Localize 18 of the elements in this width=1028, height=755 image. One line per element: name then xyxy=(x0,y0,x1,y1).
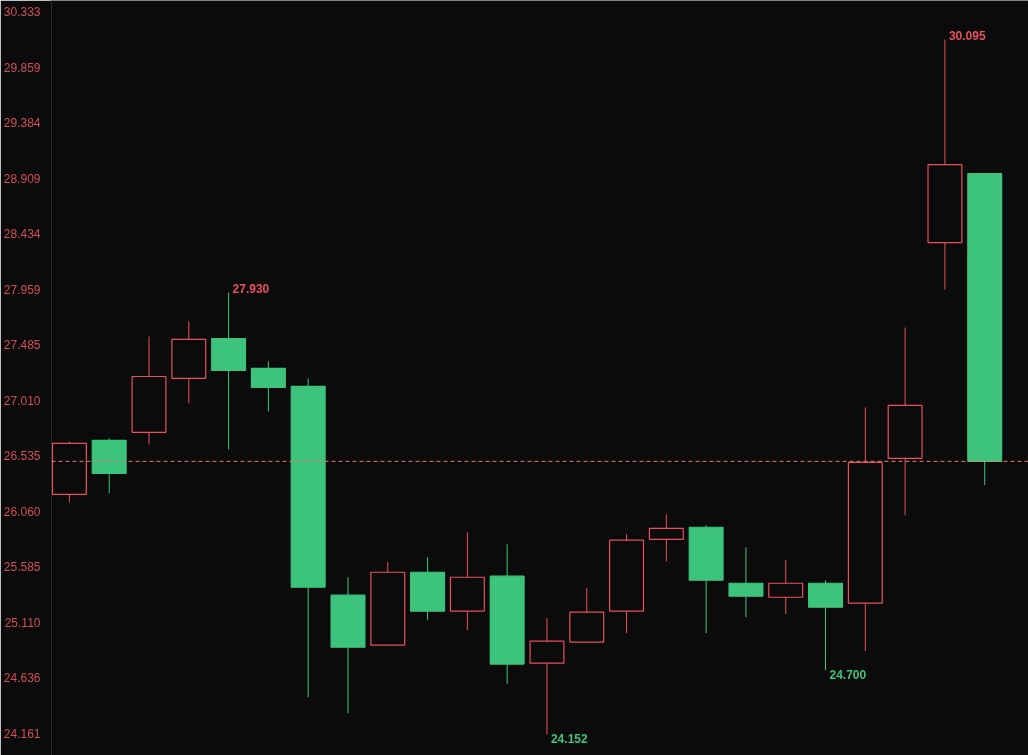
y-tick-label: 24.636 xyxy=(3,671,41,686)
y-tick-label: 26.060 xyxy=(3,504,41,519)
y-tick-label: 30.333 xyxy=(3,5,41,20)
y-tick-label: 28.434 xyxy=(3,227,41,242)
y-tick-label: 29.859 xyxy=(3,60,41,75)
annotation: 24.152 xyxy=(550,732,588,747)
annotation: 24.700 xyxy=(829,668,867,683)
y-tick-label: 27.485 xyxy=(3,338,41,353)
y-tick-label: 28.909 xyxy=(3,171,41,186)
annotation: 27.930 xyxy=(232,281,270,296)
y-tick-label: 27.010 xyxy=(3,393,41,408)
annotation: 30.095 xyxy=(948,28,986,43)
y-tick-label: 25.110 xyxy=(4,615,41,630)
y-tick-label: 26.535 xyxy=(3,449,41,464)
y-tick-label: 24.161 xyxy=(3,726,41,741)
y-tick-label: 25.585 xyxy=(3,560,41,575)
y-tick-label: 29.384 xyxy=(3,116,41,131)
y-tick-label: 27.959 xyxy=(3,282,41,297)
